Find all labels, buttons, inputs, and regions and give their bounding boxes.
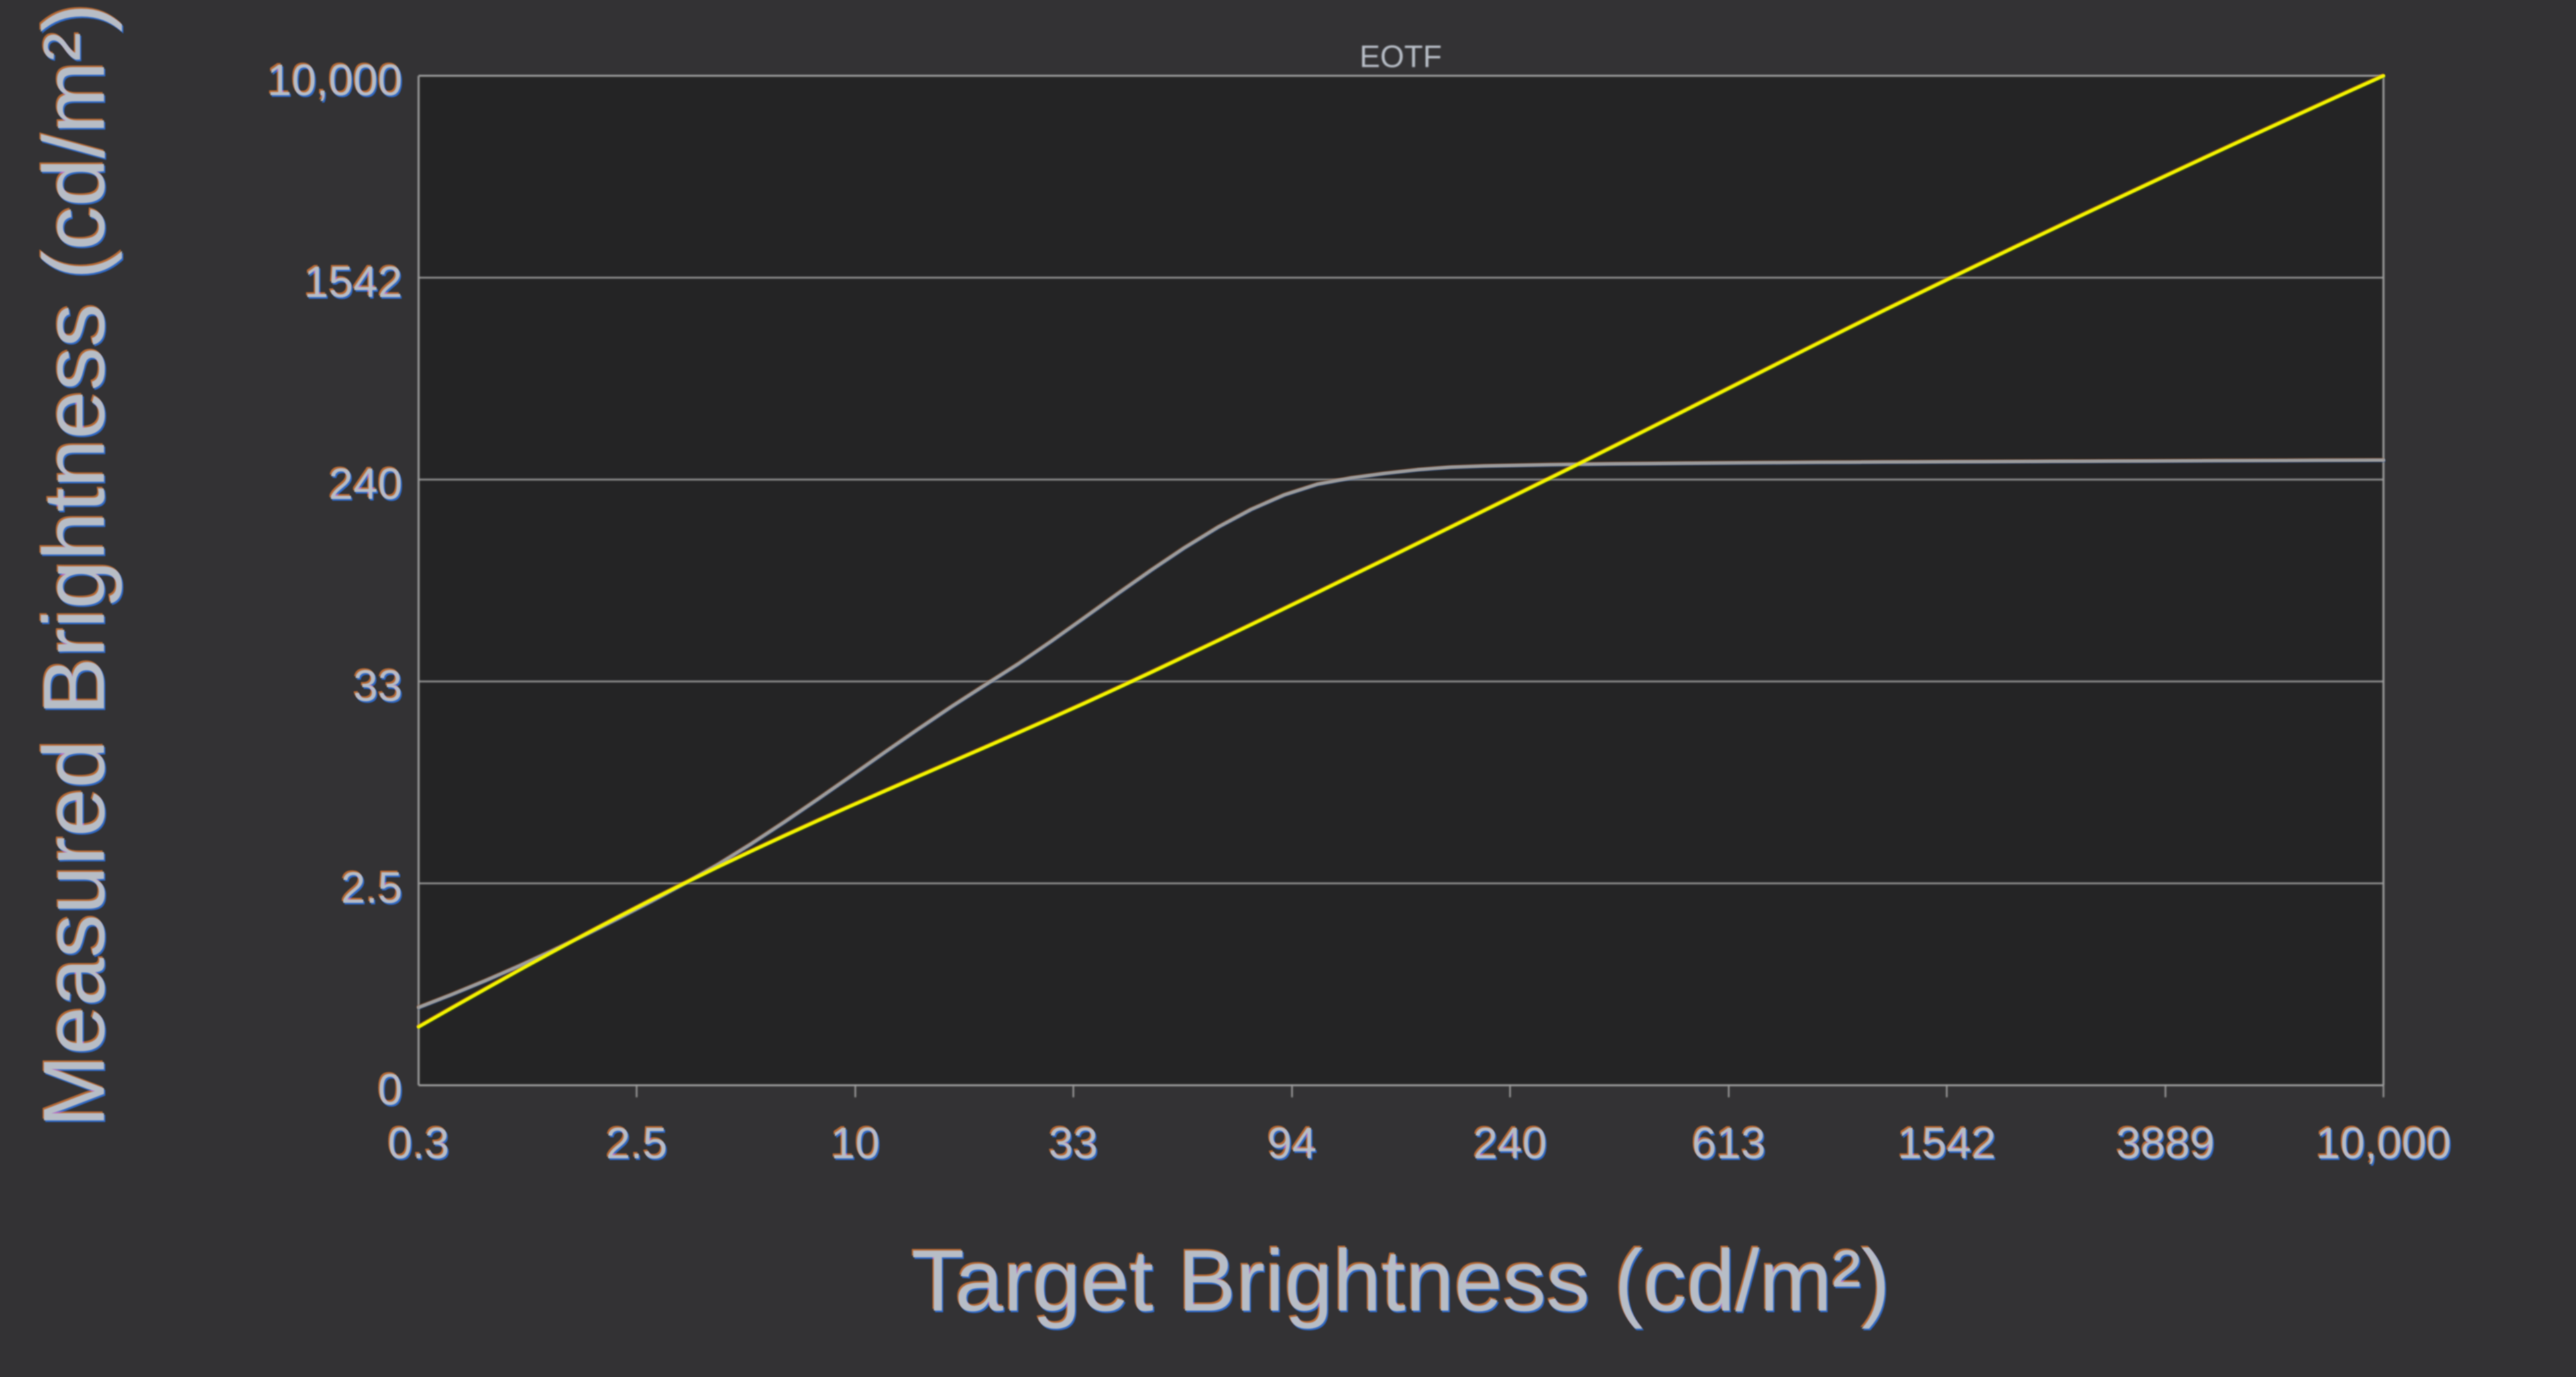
svg-text:Measured Brightness (cd/m²): Measured Brightness (cd/m²) — [25, 3, 123, 1127]
svg-text:94: 94 — [1267, 1118, 1316, 1168]
svg-text:240: 240 — [1473, 1118, 1547, 1168]
svg-text:1542: 1542 — [304, 257, 402, 307]
svg-text:613: 613 — [1692, 1118, 1766, 1168]
svg-text:Target Brightness (cd/m²): Target Brightness (cd/m²) — [911, 1231, 1890, 1329]
svg-text:2.5: 2.5 — [606, 1118, 667, 1168]
svg-text:0: 0 — [378, 1064, 402, 1114]
svg-text:0.3: 0.3 — [388, 1118, 449, 1168]
svg-text:2.5: 2.5 — [341, 863, 402, 912]
svg-text:EOTF: EOTF — [1360, 39, 1442, 74]
svg-text:240: 240 — [329, 459, 402, 508]
svg-text:33: 33 — [1049, 1118, 1097, 1168]
svg-text:10,000: 10,000 — [267, 55, 402, 105]
svg-text:3889: 3889 — [2116, 1118, 2215, 1168]
svg-text:33: 33 — [354, 661, 402, 710]
svg-text:10: 10 — [830, 1118, 879, 1168]
svg-text:1542: 1542 — [1898, 1118, 1996, 1168]
svg-text:10,000: 10,000 — [2316, 1118, 2451, 1168]
